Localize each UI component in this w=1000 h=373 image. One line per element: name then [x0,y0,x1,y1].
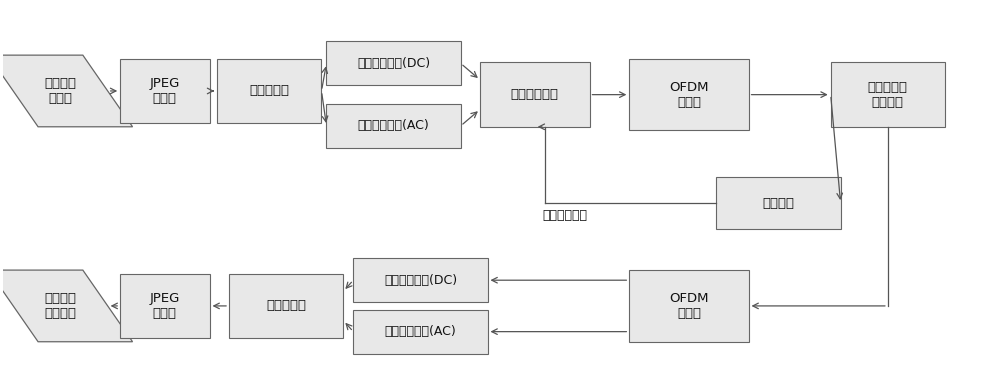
Text: 信道状态信息: 信道状态信息 [542,209,587,222]
Text: 原始的图
像数据: 原始的图 像数据 [44,77,76,105]
Text: 比特流融合: 比特流融合 [266,300,306,313]
FancyBboxPatch shape [629,270,749,342]
Text: JPEG
解码器: JPEG 解码器 [150,292,180,320]
Polygon shape [0,270,133,342]
FancyBboxPatch shape [353,310,488,354]
Text: 低频系数数据(DC): 低频系数数据(DC) [357,57,430,70]
Text: 解码后的
图像数据: 解码后的 图像数据 [44,292,76,320]
Text: 比特流分割: 比特流分割 [249,84,289,97]
FancyBboxPatch shape [629,59,749,131]
Text: JPEG
编码器: JPEG 编码器 [150,77,180,105]
FancyBboxPatch shape [229,274,343,338]
Text: 高频系数数据(AC): 高频系数数据(AC) [385,325,456,338]
Polygon shape [0,55,133,127]
FancyBboxPatch shape [326,41,461,85]
Text: 信道估计: 信道估计 [762,197,794,210]
FancyBboxPatch shape [120,59,210,123]
FancyBboxPatch shape [831,63,945,127]
Text: 多径频率选
择性信道: 多径频率选 择性信道 [868,81,908,109]
FancyBboxPatch shape [120,274,210,338]
FancyBboxPatch shape [217,59,321,123]
FancyBboxPatch shape [353,258,488,302]
FancyBboxPatch shape [480,63,590,127]
FancyBboxPatch shape [716,177,841,229]
Text: OFDM
解调器: OFDM 解调器 [669,292,709,320]
Text: 发射功率设置: 发射功率设置 [511,88,559,101]
Text: OFDM
调制器: OFDM 调制器 [669,81,709,109]
Text: 高频系数数据(AC): 高频系数数据(AC) [358,119,429,132]
FancyBboxPatch shape [326,104,461,148]
Text: 低频系数数据(DC): 低频系数数据(DC) [384,274,457,287]
